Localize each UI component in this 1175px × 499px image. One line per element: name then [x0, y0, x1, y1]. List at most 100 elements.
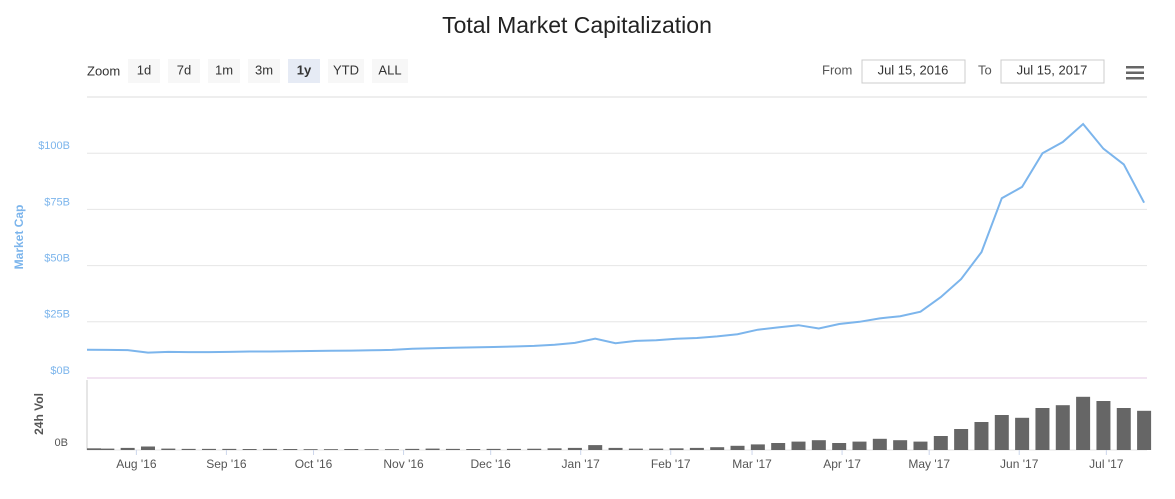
menu-bar: [1126, 77, 1144, 80]
x-tick-label: Sep '16: [206, 457, 247, 471]
x-tick-label: Jun '17: [1000, 457, 1039, 471]
volume-bar: [1096, 401, 1111, 450]
volume-bar: [791, 441, 806, 450]
volume-bar: [832, 443, 847, 450]
volume-bar: [649, 448, 664, 450]
zoom-button[interactable]: [168, 59, 200, 83]
volume-bar: [140, 446, 155, 450]
zoom-button-label[interactable]: 3m: [255, 62, 273, 77]
volume-bar: [283, 449, 298, 450]
x-tick-label: Aug '16: [116, 457, 157, 471]
volume-bar: [87, 448, 101, 450]
volume-bar: [1116, 408, 1131, 450]
menu-bar: [1126, 66, 1144, 69]
to-input[interactable]: [1000, 59, 1105, 84]
y-tick-label: $75B: [44, 196, 70, 208]
volume-bar: [201, 448, 216, 450]
zoom-button[interactable]: [248, 59, 280, 83]
volume-bar: [100, 448, 115, 450]
from-label: From: [822, 62, 852, 77]
volume-bar: [893, 440, 908, 450]
volume-bar: [954, 429, 969, 450]
volume-bar: [222, 448, 237, 450]
volume-bar: [181, 448, 196, 450]
zoom-button-label[interactable]: YTD: [333, 62, 359, 77]
zoom-button[interactable]: [208, 59, 240, 83]
volume-bar: [872, 438, 887, 450]
x-tick-label: May '17: [908, 457, 950, 471]
volume-bar: [466, 449, 481, 450]
x-tick-label: Apr '17: [823, 457, 861, 471]
volume-bar: [262, 448, 277, 450]
zoom-button[interactable]: [128, 59, 160, 83]
volume-bar: [750, 444, 765, 450]
volume-bar: [689, 447, 704, 450]
to-label: To: [978, 62, 992, 77]
volume-bar: [303, 449, 318, 450]
x-tick-label: Jan '17: [562, 457, 601, 471]
y-axis-title: Market Cap: [12, 205, 26, 270]
volume-bar: [933, 436, 948, 450]
zoom-button-label[interactable]: 1d: [137, 62, 151, 77]
chart-title: Total Market Capitalization: [442, 12, 712, 38]
market-cap-line: [86, 122, 1145, 354]
x-tick-label: Jul '17: [1089, 457, 1124, 471]
volume-bar: [445, 448, 460, 450]
menu-button[interactable]: [1126, 66, 1144, 80]
zoom-button[interactable]: [328, 59, 364, 83]
x-tick-label: Dec '16: [471, 457, 512, 471]
zoom-button[interactable]: [288, 59, 320, 83]
volume-bar: [1015, 417, 1030, 450]
volume-bar: [364, 449, 379, 450]
zoom-button[interactable]: [372, 59, 408, 83]
volume-bar: [161, 448, 176, 450]
zoom-button-label[interactable]: 1m: [215, 62, 233, 77]
volume-bar: [242, 449, 257, 450]
volume-bar: [323, 449, 338, 450]
volume-bar: [384, 449, 399, 450]
volume-bar: [771, 443, 786, 450]
x-tick-label: Oct '16: [295, 457, 333, 471]
volume-bar: [1137, 410, 1152, 450]
volume-bar: [1035, 408, 1050, 450]
volume-bar: [506, 448, 521, 450]
volume-bar: [486, 448, 501, 450]
from-input[interactable]: [861, 59, 966, 84]
y2-tick-label: 0B: [55, 437, 68, 449]
y-tick-label: $25B: [44, 309, 70, 321]
y2-axis-title: 24h Vol: [32, 393, 46, 435]
volume-bar: [852, 441, 867, 450]
volume-bar: [547, 448, 562, 450]
y-tick-label: $100B: [38, 140, 70, 152]
volume-bar: [344, 449, 359, 450]
x-tick-label: Feb '17: [651, 457, 691, 471]
volume-bar: [628, 448, 643, 450]
zoom-button-label[interactable]: 7d: [177, 62, 191, 77]
y-tick-label: $50B: [44, 253, 70, 265]
volume-bar: [710, 447, 725, 450]
volume-bar: [730, 445, 745, 450]
volume-bar: [811, 440, 826, 450]
zoom-button-label[interactable]: 1y: [297, 62, 312, 77]
zoom-button-label[interactable]: ALL: [378, 62, 401, 77]
volume-bar: [1076, 396, 1091, 450]
volume-bar: [588, 445, 603, 450]
volume-bar: [567, 447, 582, 450]
y-tick-label: $0B: [50, 365, 70, 377]
from-value[interactable]: Jul 15, 2016: [878, 62, 949, 77]
zoom-label: Zoom: [87, 63, 120, 78]
volume-bar: [974, 422, 989, 450]
volume-bar: [669, 448, 684, 450]
x-tick-label: Mar '17: [732, 457, 772, 471]
volume-bar: [608, 447, 623, 450]
volume-bar: [913, 441, 928, 450]
volume-bar: [527, 448, 542, 450]
volume-bar: [425, 448, 440, 450]
volume-bar: [405, 448, 420, 450]
menu-bar: [1126, 71, 1144, 74]
volume-bar: [1055, 405, 1070, 450]
volume-bar: [120, 447, 135, 450]
to-value[interactable]: Jul 15, 2017: [1017, 62, 1088, 77]
x-tick-label: Nov '16: [383, 457, 424, 471]
